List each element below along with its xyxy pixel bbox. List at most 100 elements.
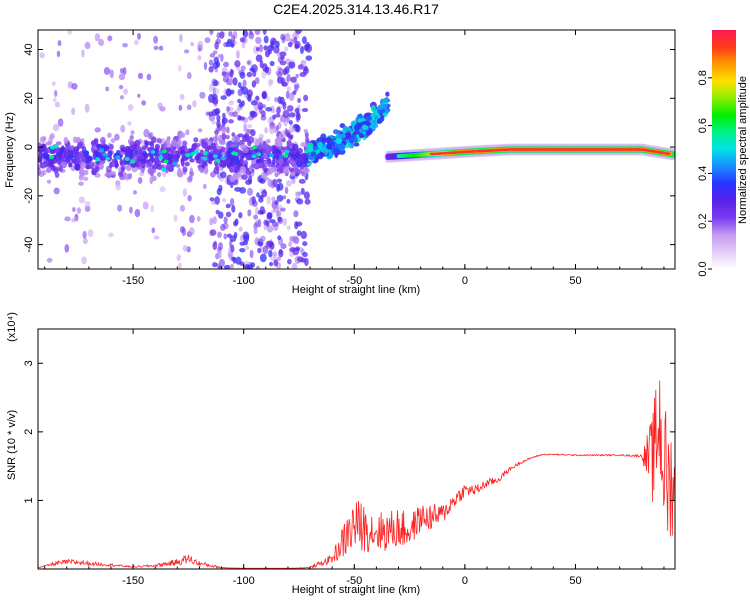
heatmap-blob bbox=[262, 30, 267, 35]
heatmap-blob bbox=[353, 130, 360, 135]
heatmap-blob bbox=[189, 170, 194, 177]
heatmap-blob bbox=[77, 141, 84, 148]
heatmap-blob bbox=[243, 122, 247, 132]
heatmap-blob bbox=[277, 256, 281, 262]
heatmap-blob bbox=[287, 41, 293, 48]
heatmap-blob bbox=[229, 165, 234, 173]
heatmap-blob bbox=[223, 233, 227, 240]
heatmap-blob bbox=[230, 244, 235, 253]
heatmap-blob bbox=[276, 183, 281, 192]
heatmap-blob bbox=[276, 134, 284, 141]
heatmap-blob bbox=[254, 77, 260, 85]
heatmap-blob bbox=[219, 31, 225, 39]
heatmap-blob bbox=[328, 141, 336, 147]
heatmap-blob bbox=[206, 155, 212, 163]
heatmap-blob bbox=[123, 88, 129, 95]
heatmap-blob bbox=[108, 162, 113, 169]
heatmap-blob bbox=[209, 115, 214, 121]
heatmap-blob bbox=[293, 210, 299, 218]
heatmap-blob bbox=[286, 140, 292, 148]
heatmap-blob bbox=[52, 123, 60, 132]
heatmap-blob bbox=[130, 130, 135, 135]
heatmap-blob bbox=[215, 252, 220, 260]
heatmap-blob bbox=[253, 163, 260, 169]
heatmap-blob bbox=[53, 97, 57, 103]
heatmap-blob bbox=[256, 192, 260, 198]
heatmap-blob bbox=[261, 91, 267, 99]
heatmap-blob bbox=[259, 253, 267, 263]
heatmap-blob bbox=[281, 116, 287, 123]
heatmap-blob bbox=[242, 147, 249, 154]
heatmap-blob bbox=[332, 129, 339, 135]
heatmap-blob bbox=[270, 108, 276, 114]
heatmap-blob bbox=[257, 102, 264, 111]
heatmap-blob bbox=[278, 166, 284, 174]
heatmap-blob bbox=[151, 227, 156, 234]
heatmap-blob bbox=[225, 134, 230, 140]
heatmap-blob bbox=[273, 259, 279, 267]
heatmap-blob bbox=[288, 241, 293, 247]
snr-scale-label: (x10⁴) bbox=[6, 312, 18, 342]
heatmap-blob bbox=[137, 152, 143, 159]
heatmap-blob bbox=[344, 132, 352, 138]
heatmap-blob bbox=[226, 150, 231, 159]
heatmap-blob bbox=[231, 137, 236, 142]
heatmap-blob bbox=[263, 160, 269, 165]
heatmap-blob bbox=[213, 87, 220, 95]
heatmap-blob bbox=[147, 161, 153, 168]
heatmap-blob bbox=[158, 150, 164, 155]
heatmap-blob bbox=[214, 129, 219, 138]
heatmap-blob bbox=[277, 216, 282, 223]
heatmap-blob bbox=[293, 124, 300, 129]
heatmap-blob bbox=[262, 152, 268, 160]
heatmap-blob bbox=[249, 30, 253, 36]
heatmap-blob bbox=[295, 246, 300, 251]
heatmap-blob bbox=[210, 142, 217, 150]
heatmap-blob bbox=[257, 247, 262, 254]
heatmap-blob bbox=[303, 191, 310, 200]
heatmap-blob bbox=[239, 261, 245, 266]
heatmap-blob bbox=[78, 150, 84, 159]
heatmap-blob bbox=[134, 39, 139, 46]
heatmap-blob bbox=[180, 149, 186, 155]
heatmap-blob bbox=[54, 89, 58, 98]
heatmap-blob bbox=[152, 163, 158, 170]
heatmap-blob bbox=[231, 205, 236, 213]
heatmap-blob bbox=[277, 235, 282, 241]
heatmap-blob bbox=[268, 249, 273, 258]
heatmap-blob bbox=[79, 168, 85, 177]
snr-series-line bbox=[38, 380, 675, 569]
heatmap-blob bbox=[220, 223, 226, 232]
heatmap-blob bbox=[189, 158, 195, 163]
heatmap-blob bbox=[64, 244, 70, 253]
heatmap-blob bbox=[178, 262, 182, 269]
heatmap-blob bbox=[262, 63, 268, 72]
heatmap-blob bbox=[68, 162, 73, 168]
heatmap-blob bbox=[283, 153, 289, 158]
heatmap-blob bbox=[295, 73, 299, 79]
heatmap-blob bbox=[377, 108, 385, 114]
heatmap-blob bbox=[153, 35, 159, 44]
heatmap-blob bbox=[72, 207, 76, 212]
heatmap-blob bbox=[256, 159, 263, 164]
heatmap-blob bbox=[172, 161, 178, 166]
x-tick-label: 0 bbox=[462, 575, 468, 587]
heatmap-blob bbox=[53, 187, 60, 195]
heatmap-blob bbox=[137, 176, 143, 184]
heatmap-blob bbox=[89, 162, 95, 168]
heatmap-blob bbox=[305, 55, 313, 61]
heatmap-blob bbox=[303, 65, 308, 72]
snr-panel: -150 -100 -50 0 50 1 2 3 Height of straight lin… bbox=[6, 312, 676, 596]
heatmap-blob bbox=[300, 230, 308, 240]
heatmap-blob bbox=[163, 141, 168, 150]
heatmap-blob bbox=[225, 41, 232, 48]
heatmap-blob bbox=[223, 216, 228, 224]
heatmap-blob bbox=[300, 59, 307, 66]
heatmap-blob bbox=[213, 166, 220, 175]
x-tick-label: -150 bbox=[122, 275, 144, 287]
heatmap-blob bbox=[241, 86, 249, 95]
heatmap-blob bbox=[119, 95, 125, 100]
heatmap-blob bbox=[183, 49, 190, 54]
y-tick-label: 20 bbox=[23, 92, 35, 104]
heatmap-blob bbox=[105, 156, 111, 161]
